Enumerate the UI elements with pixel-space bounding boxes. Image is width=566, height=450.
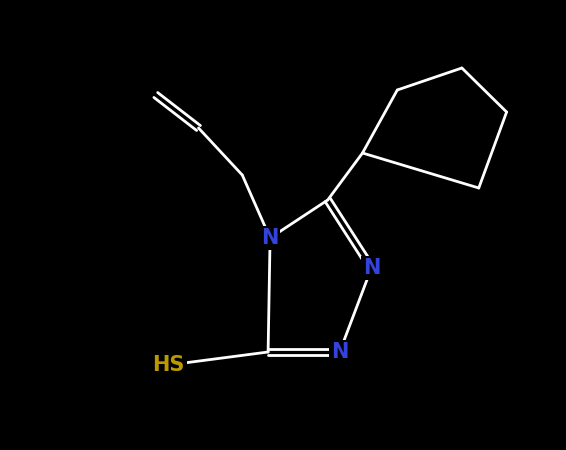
Text: N: N (261, 228, 279, 248)
Text: HS: HS (152, 355, 185, 375)
Text: N: N (363, 258, 380, 278)
Text: N: N (331, 342, 348, 362)
